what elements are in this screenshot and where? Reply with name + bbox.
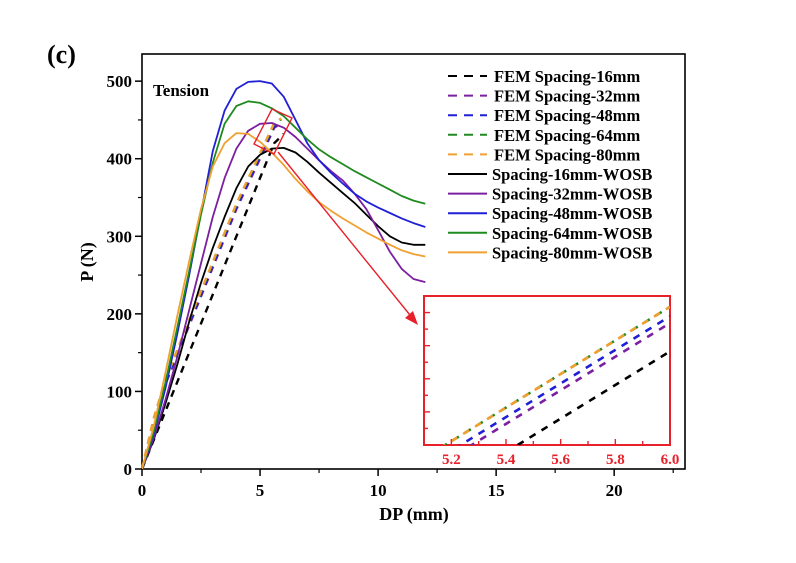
x-tick-label: 0 bbox=[138, 481, 147, 500]
series-line-spacing-48mm-wosb bbox=[141, 80, 426, 470]
y-tick-label: 200 bbox=[107, 305, 133, 324]
x-tick-label: 15 bbox=[488, 481, 505, 500]
series-line-spacing-32mm-wosb bbox=[141, 122, 426, 470]
x-tick-label: 20 bbox=[606, 481, 623, 500]
legend-label-spacing-80mm-wosb: Spacing-80mm-WOSB bbox=[492, 243, 652, 262]
inset-series-group bbox=[442, 305, 670, 445]
panel-label: (c) bbox=[47, 40, 76, 69]
y-tick-label: 0 bbox=[124, 460, 133, 479]
legend-label-fem-spacing-48mm: FEM Spacing-48mm bbox=[494, 106, 640, 125]
y-tick-label: 300 bbox=[107, 227, 133, 246]
y-tick-label: 500 bbox=[107, 72, 133, 91]
legend-label-spacing-32mm-wosb: Spacing-32mm-WOSB bbox=[492, 185, 652, 204]
inset-x-tick-label: 5.8 bbox=[606, 452, 625, 468]
inset-x-tick-label: 5.2 bbox=[442, 452, 461, 468]
x-axis-title: DP (mm) bbox=[379, 504, 448, 525]
series-line-fem-spacing-16mm bbox=[140, 133, 285, 470]
inset-x-tick-label: 5.6 bbox=[551, 452, 570, 468]
inset-line-fem-spacing-32mm bbox=[469, 321, 670, 445]
legend-label-fem-spacing-32mm: FEM Spacing-32mm bbox=[494, 87, 640, 106]
plot-frame bbox=[141, 53, 686, 470]
zoom-arrow-head bbox=[405, 311, 418, 325]
series-line-spacing-80mm-wosb bbox=[141, 132, 426, 470]
tension-annotation: Tension bbox=[153, 81, 210, 100]
inset-line-fem-spacing-48mm bbox=[458, 315, 670, 445]
inset-x-tick-label: 5.4 bbox=[497, 452, 516, 468]
legend-label-spacing-48mm-wosb: Spacing-48mm-WOSB bbox=[492, 204, 652, 223]
x-tick-label: 10 bbox=[370, 481, 387, 500]
inset-frame bbox=[423, 295, 671, 446]
inset-line-fem-spacing-16mm bbox=[515, 350, 670, 445]
y-tick-label: 100 bbox=[107, 382, 133, 401]
legend-label-spacing-64mm-wosb: Spacing-64mm-WOSB bbox=[492, 224, 652, 243]
legend-label-fem-spacing-16mm: FEM Spacing-16mm bbox=[494, 67, 640, 86]
inset-plot: 5.2 5.4 5.6 5.8 6.0 bbox=[423, 295, 680, 468]
y-axis-title: P (N) bbox=[77, 242, 98, 282]
y-tick-label: 400 bbox=[107, 150, 133, 169]
legend-label-fem-spacing-64mm: FEM Spacing-64mm bbox=[494, 126, 640, 145]
series-line-spacing-64mm-wosb bbox=[141, 100, 426, 470]
x-tick-label: 5 bbox=[256, 481, 265, 500]
zoom-arrow-line bbox=[277, 151, 415, 321]
inset-line-fem-spacing-80mm bbox=[442, 305, 670, 445]
zoom-callout bbox=[253, 108, 418, 325]
legend-label-spacing-16mm-wosb: Spacing-16mm-WOSB bbox=[492, 165, 652, 184]
legend-label-fem-spacing-80mm: FEM Spacing-80mm bbox=[494, 145, 640, 164]
series-group bbox=[140, 80, 426, 470]
series-line-spacing-16mm-wosb bbox=[141, 147, 426, 470]
inset-x-tick-label: 6.0 bbox=[661, 452, 680, 468]
zoom-region-box bbox=[253, 108, 293, 155]
